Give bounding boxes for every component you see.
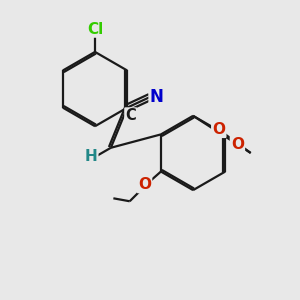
Text: Cl: Cl bbox=[87, 22, 103, 37]
Text: C: C bbox=[125, 109, 136, 124]
Text: O: O bbox=[212, 122, 225, 137]
Text: N: N bbox=[150, 88, 164, 106]
Text: O: O bbox=[231, 137, 244, 152]
Text: O: O bbox=[138, 177, 151, 192]
Text: H: H bbox=[85, 149, 97, 164]
